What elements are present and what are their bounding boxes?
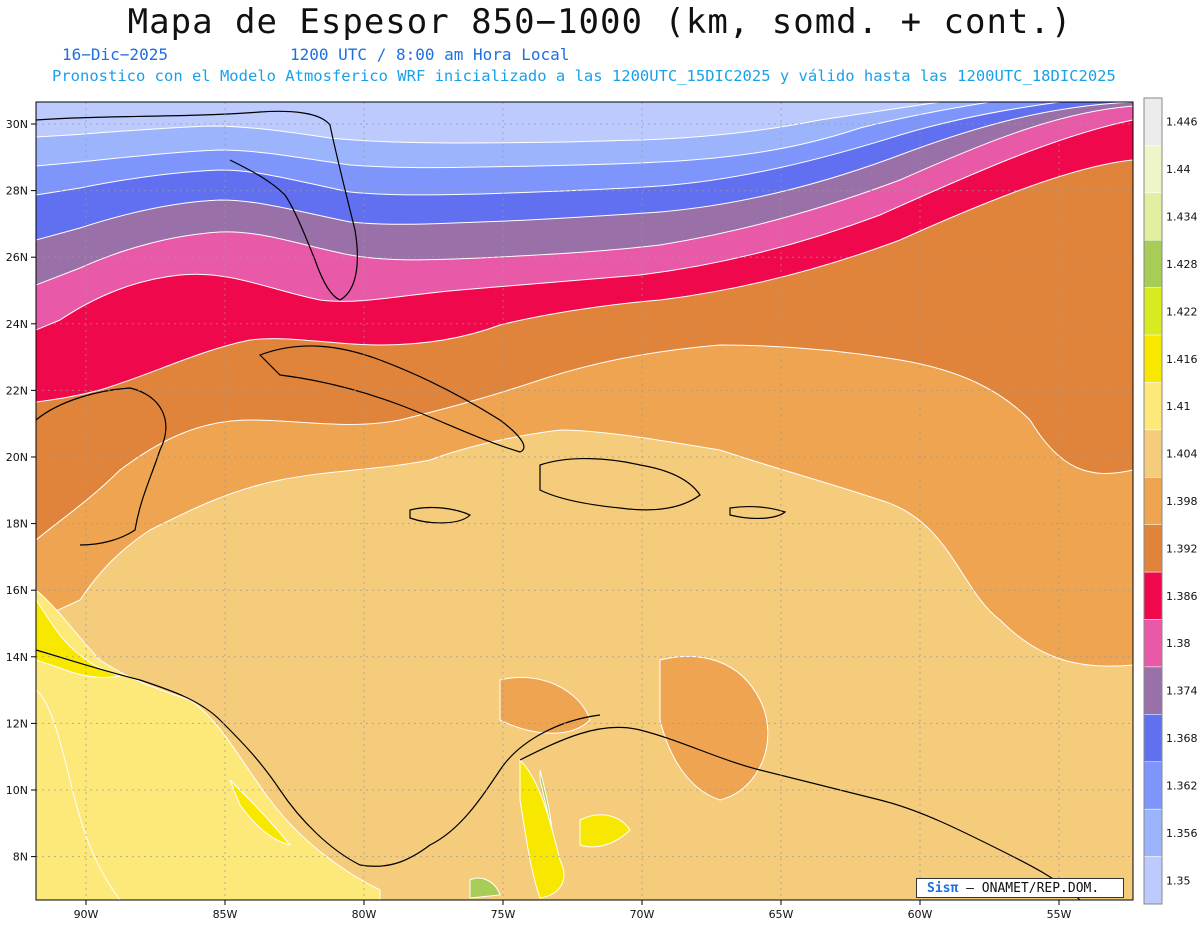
colorbar-swatch [1143, 382, 1163, 431]
credit-box: Sisπ – ONAMET/REP.DOM. [916, 878, 1124, 898]
coastlines [36, 110, 1081, 900]
lat-tick-label: 8N [13, 851, 28, 864]
colorbar-label: 1.44 [1166, 163, 1191, 176]
colorbar-swatch [1143, 192, 1163, 241]
lat-tick-label: 20N [6, 451, 28, 464]
colorbar-label: 1.434 [1166, 211, 1198, 224]
colorbar-swatch [1143, 239, 1163, 288]
colorbar-label: 1.35 [1166, 874, 1191, 887]
colorbar-swatch [1143, 761, 1163, 810]
colorbar-label: 1.356 [1166, 827, 1198, 840]
colorbar-swatch [1143, 666, 1163, 715]
contour-fill [36, 102, 1133, 900]
colorbar-swatch [1143, 714, 1163, 763]
lon-tick-label: 70W [630, 908, 655, 921]
credit-text: – ONAMET/REP.DOM. [966, 881, 1100, 896]
colorbar-label: 1.41 [1166, 400, 1191, 413]
colorbar-label: 1.392 [1166, 542, 1198, 555]
colorbar-label: 1.38 [1166, 637, 1191, 650]
map-title: Mapa de Espesor 850−1000 (km, somd. + co… [127, 2, 1073, 42]
colorbar: 1.446 1.44 1.434 1.428 1.422 1.416 1.41 1.404 1.… [1143, 97, 1198, 905]
lon-tick-label: 65W [769, 908, 794, 921]
lat-tick-label: 24N [6, 318, 28, 331]
colorbar-swatch [1143, 571, 1163, 620]
forecast-info: Pronostico con el Modelo Atmosferico WRF… [52, 67, 1116, 85]
lon-tick-label: 80W [352, 908, 377, 921]
map-grid [36, 102, 1133, 900]
lat-tick-label: 14N [6, 651, 28, 664]
lon-tick-label: 85W [213, 908, 238, 921]
colorbar-swatch [1143, 334, 1163, 383]
lat-tick-label: 22N [6, 384, 28, 397]
colorbar-swatch [1143, 524, 1163, 573]
date-label: 16−Dic−2025 [62, 45, 168, 64]
time-label: 1200 UTC / 8:00 am Hora Local [290, 45, 570, 64]
colorbar-label: 1.398 [1166, 495, 1198, 508]
colorbar-swatch [1143, 856, 1163, 905]
lat-tick-label: 12N [6, 717, 28, 730]
lon-tick-label: 60W [908, 908, 933, 921]
colorbar-swatch [1143, 97, 1163, 146]
colorbar-label: 1.368 [1166, 732, 1198, 745]
lat-tick-label: 16N [6, 584, 28, 597]
colorbar-label: 1.362 [1166, 779, 1198, 792]
colorbar-label: 1.422 [1166, 305, 1198, 318]
colorbar-swatch [1143, 808, 1163, 857]
latitude-axis: 30N 28N 26N 24N 22N 20N 18N 16N 14N 12N 10N 8N [6, 118, 36, 864]
map-frame [35, 101, 1134, 901]
longitude-axis: 90W 85W 80W 75W 70W 65W 60W 55W [74, 900, 1072, 921]
colorbar-label: 1.404 [1166, 448, 1198, 461]
lon-tick-label: 90W [74, 908, 99, 921]
lat-tick-label: 10N [6, 784, 28, 797]
colorbar-label: 1.374 [1166, 685, 1198, 698]
colorbar-label: 1.386 [1166, 590, 1198, 603]
colorbar-swatch [1143, 477, 1163, 525]
colorbar-swatch [1143, 619, 1163, 668]
lat-tick-label: 26N [6, 251, 28, 264]
colorbar-swatch [1143, 145, 1163, 194]
lat-tick-label: 30N [6, 118, 28, 131]
lat-tick-label: 18N [6, 518, 28, 531]
sispi-logo: Sisπ [927, 881, 959, 896]
lon-tick-label: 55W [1047, 908, 1072, 921]
lat-tick-label: 28N [6, 185, 28, 198]
colorbar-label: 1.428 [1166, 258, 1198, 271]
colorbar-swatch [1143, 287, 1163, 336]
lon-tick-label: 75W [491, 908, 516, 921]
colorbar-label: 1.446 [1166, 116, 1198, 129]
colorbar-swatch [1143, 429, 1163, 478]
colorbar-label: 1.416 [1166, 353, 1198, 366]
